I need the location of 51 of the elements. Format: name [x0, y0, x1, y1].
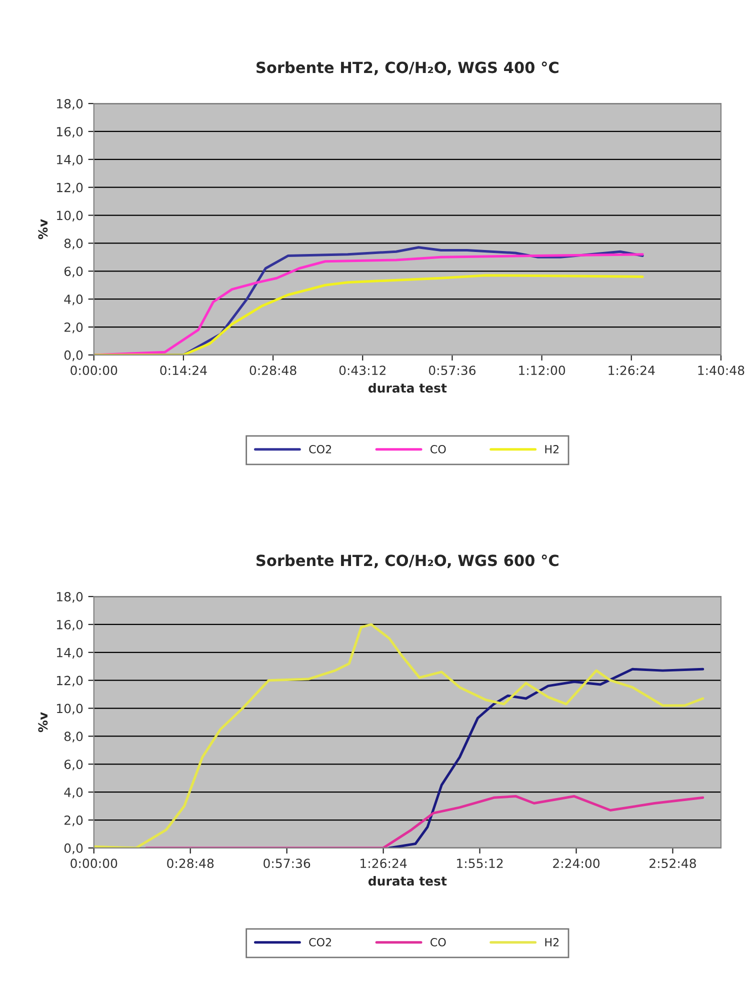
y-tick-label: 2,0: [64, 322, 83, 334]
line-series: [94, 274, 644, 355]
x-tick-label: 1:26:24: [360, 858, 407, 868]
y-tick-label: 16,0: [57, 126, 83, 138]
y-tick-label: 0,0: [64, 843, 83, 854]
line-series: [144, 795, 704, 848]
y-tick-label: 16,0: [57, 620, 83, 631]
y-axis-title: %v: [38, 712, 48, 732]
y-tick-label: 14,0: [57, 154, 83, 166]
y-tick-label: 18,0: [57, 99, 83, 110]
legend-label: H2: [545, 938, 558, 946]
y-tick-label: 6,0: [64, 266, 83, 278]
y-tick-label: 10,0: [57, 210, 83, 222]
legend-label: CO: [430, 938, 446, 946]
x-tick-label: 1:40:48: [698, 366, 744, 376]
y-tick-label: 2,0: [64, 815, 83, 826]
chart-title: Sorbente HT2, CO/H₂O, WGS 400 °C: [256, 61, 558, 76]
x-tick-label: 1:26:24: [608, 366, 655, 376]
x-tick-label: 2:52:48: [650, 858, 696, 868]
x-tick-label: 1:55:12: [457, 858, 503, 868]
x-axis-title: durata test: [368, 876, 447, 886]
x-tick-label: 0:00:00: [70, 858, 118, 868]
line-series: [94, 623, 704, 848]
legend-label: H2: [545, 445, 558, 454]
y-tick-label: 14,0: [57, 648, 83, 659]
y-tick-label: 18,0: [57, 592, 83, 603]
legend-label: CO2: [309, 445, 332, 454]
y-tick-label: 12,0: [57, 676, 83, 687]
x-tick-label: 0:14:24: [160, 366, 207, 376]
x-tick-label: 0:57:36: [428, 366, 476, 376]
y-tick-label: 8,0: [64, 732, 83, 742]
y-tick-label: 6,0: [64, 760, 83, 770]
y-tick-label: 0,0: [64, 350, 83, 362]
legend-label: CO: [430, 445, 446, 454]
chart-title: Sorbente HT2, CO/H₂O, WGS 600 °C: [256, 554, 558, 568]
x-tick-label: 1:12:00: [519, 366, 566, 376]
y-axis-title: %v: [38, 219, 48, 240]
y-tick-label: 4,0: [64, 788, 83, 798]
x-tick-label: 0:28:48: [167, 858, 214, 868]
x-tick-label: 2:24:00: [553, 858, 600, 868]
y-tick-label: 10,0: [57, 704, 83, 714]
y-tick-label: 12,0: [57, 182, 83, 194]
x-tick-label: 0:00:00: [70, 366, 118, 376]
x-tick-label: 0:43:12: [339, 366, 386, 376]
legend-label: CO2: [309, 938, 332, 946]
x-axis-title: durata test: [368, 383, 447, 393]
x-tick-label: 0:28:48: [250, 366, 296, 376]
line-series: [388, 668, 704, 848]
y-tick-label: 4,0: [64, 294, 83, 306]
y-tick-label: 8,0: [64, 238, 83, 250]
x-tick-label: 0:57:36: [264, 858, 310, 868]
